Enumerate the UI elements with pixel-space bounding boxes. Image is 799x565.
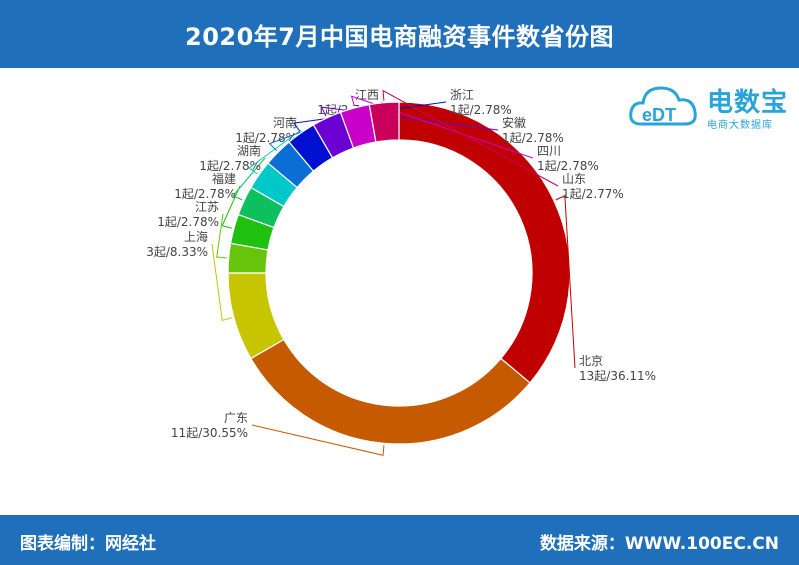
slice-3-leader-line <box>216 213 227 259</box>
slice-3-value-label: 1起/2.78% <box>157 215 219 229</box>
slice-6-name-label: 河南 <box>273 115 297 130</box>
donut-chart: 北京13起/36.11%广东11起/30.55%上海3起/8.33%江苏1起/2… <box>146 88 656 456</box>
slice-9-value-label: 1起/2.78% <box>502 131 564 145</box>
title-bar: 2020年7月中国电商融资事件数省份图 <box>0 0 799 68</box>
slice-1-value-label: 11起/30.55% <box>171 426 248 440</box>
slice-11-name-label: 山东 <box>562 172 586 186</box>
logo-mark: eDT <box>642 105 676 125</box>
slice-8-value-label: 1起/2.78% <box>450 103 512 117</box>
slice-2-name-label: 上海 <box>184 229 208 244</box>
slice-11-value-label: 1起/2.77% <box>562 187 624 201</box>
edt-logo: eDT 电数宝 电商大数据库 <box>627 76 792 136</box>
slice-9-name-label: 安徽 <box>502 115 526 130</box>
slice-4-leader-line <box>221 185 241 229</box>
slice-6-value-label: 1起/2.78% <box>235 131 297 145</box>
slice-2-value-label: 3起/8.33% <box>146 245 208 259</box>
slice-11-leader-line <box>382 89 559 187</box>
slice-1 <box>250 338 531 445</box>
slice-4-value-label: 1起/2.78% <box>174 187 236 201</box>
chart-title: 2020年7月中国电商融资事件数省份图 <box>185 22 614 51</box>
slice-7-name-label: 江西 <box>355 88 379 102</box>
slice-0-value-label: 13起/36.11% <box>579 369 656 383</box>
slice-9-leader-line <box>320 106 499 131</box>
slice-3-name-label: 江苏 <box>195 200 219 214</box>
slice-10-leader-line <box>350 95 534 159</box>
slice-5-leader-line <box>232 157 266 201</box>
logo-tagline: 电商大数据库 <box>707 120 773 131</box>
chart-area: 北京 13起/36.11% 广东 11起/30.55% 上海 3起/8.33% 江苏 1起/2… <box>0 68 799 515</box>
footer-bar: 图表编制：网经社 数据来源：WWW.100EC.CN <box>0 515 799 565</box>
slice-1-leader-line <box>251 424 385 456</box>
slice-0-leader-line <box>555 194 576 369</box>
slice-10-value-label: 1起/2.78% <box>537 159 599 173</box>
footer-source: 数据来源：WWW.100EC.CN <box>539 534 779 554</box>
cloud-logo-icon: eDT <box>629 86 697 126</box>
slice-5-name-label: 湖南 <box>237 143 261 158</box>
slice-2-leader-line <box>211 243 233 321</box>
footer-credit: 图表编制：网经社 <box>20 534 156 554</box>
slice-4-name-label: 福建 <box>212 171 236 186</box>
slice-10-name-label: 四川 <box>537 144 561 158</box>
logo-brand: 电数宝 <box>707 88 789 118</box>
slice-8-name-label: 浙江 <box>450 88 474 102</box>
slice-1-name-label: 广东 <box>224 411 248 425</box>
slice-6-leader-line <box>248 129 302 175</box>
slice-11 <box>368 101 400 143</box>
slice-0-name-label: 北京 <box>579 354 603 368</box>
slice-5-value-label: 1起/2.78% <box>199 159 261 173</box>
